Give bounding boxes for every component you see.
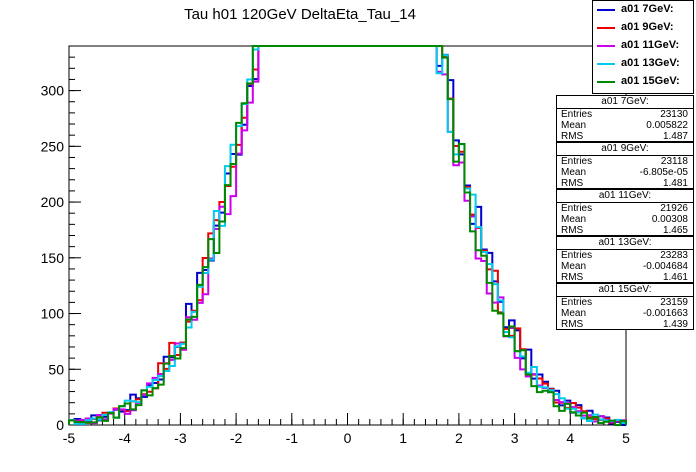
plot-frame (68, 45, 627, 426)
stats-box-title: a01 15GeV: (557, 284, 693, 297)
x-tick-label: 1 (399, 430, 407, 446)
x-tick-label: -2 (230, 430, 243, 446)
stats-box-title: a01 9GeV: (557, 143, 693, 156)
x-tick-label: 5 (622, 430, 630, 446)
stats-box-title: a01 13GeV: (557, 237, 693, 250)
stats-label: Entries (561, 250, 593, 261)
x-tick-label: 4 (566, 430, 574, 446)
histogram-series-line (68, 45, 627, 425)
x-tick-label: 3 (511, 430, 519, 446)
stats-mean: -0.004684 (642, 261, 688, 272)
stats-mean: 0.005822 (646, 120, 688, 131)
stats-rms: 1.481 (662, 178, 688, 189)
legend-entry: a01 13GeV: (593, 55, 693, 73)
stats-label: RMS (561, 272, 584, 283)
legend-label: a01 11GeV: (621, 39, 680, 51)
legend-swatch (597, 27, 615, 29)
legend-swatch (597, 45, 615, 47)
histogram-series-line (68, 45, 627, 425)
stats-label: Mean (561, 120, 587, 131)
histogram-series-line (68, 45, 627, 425)
x-tick-label: -5 (63, 430, 76, 446)
stats-label: RMS (561, 319, 584, 330)
stats-box: a01 7GeV: Entries 23130 Mean 0.005822 RMS 1… (556, 95, 694, 142)
stats-mean: -0.001663 (642, 308, 688, 319)
stats-rms: 1.465 (662, 225, 688, 236)
stats-label: RMS (561, 131, 584, 142)
stats-label: Entries (561, 297, 593, 308)
x-tick-label: 2 (455, 430, 463, 446)
histogram-series-line (68, 45, 626, 426)
stats-box: a01 15GeV: Entries 23159 Mean -0.001663 RM… (556, 283, 694, 330)
legend-label: a01 15GeV: (621, 75, 680, 87)
stats-box: a01 13GeV: Entries 23283 Mean -0.004684 RM… (556, 236, 694, 283)
stats-box: a01 9GeV: Entries 23118 Mean -6.805e-05 RM… (556, 142, 694, 189)
stats-rms: 1.487 (662, 131, 688, 142)
stats-label: Mean (561, 167, 587, 178)
stats-entries: 23118 (660, 156, 688, 167)
x-tick-label: -3 (174, 430, 187, 446)
chart-title: Tau h01 120GeV DeltaEta_Tau_14 (184, 6, 416, 23)
stats-entries: 23130 (660, 109, 688, 120)
legend-swatch (597, 9, 615, 11)
y-tick-label: 300 (41, 83, 65, 99)
stats-rms: 1.439 (662, 319, 688, 330)
stats-label: Mean (561, 308, 587, 319)
stats-box-title: a01 11GeV: (557, 190, 693, 203)
stats-entries: 23159 (660, 297, 688, 308)
y-tick-label: 250 (41, 138, 65, 154)
legend-entry: a01 11GeV: (593, 37, 693, 55)
stats-mean: -6.805e-05 (639, 167, 688, 178)
stats-label: RMS (561, 178, 584, 189)
stats-entries: 21926 (660, 203, 688, 214)
stats-label: Entries (561, 156, 593, 167)
stats-label: RMS (561, 225, 584, 236)
stats-rms: 1.461 (662, 272, 688, 283)
legend-label: a01 9GeV: (621, 21, 674, 33)
histogram-series-line (68, 45, 627, 426)
y-tick-label: 0 (56, 417, 64, 433)
legend-label: a01 13GeV: (621, 57, 680, 69)
legend-entry: a01 15GeV: (593, 73, 693, 91)
stats-entries: 23283 (660, 250, 688, 261)
legend-entry: a01 9GeV: (593, 19, 693, 37)
x-tick-label: 0 (344, 430, 352, 446)
y-tick-label: 200 (41, 194, 65, 210)
legend-swatch (597, 63, 615, 65)
x-tick-label: -1 (286, 430, 299, 446)
y-tick-label: 100 (41, 306, 65, 322)
x-tick-label: -4 (118, 430, 131, 446)
legend-label: a01 7GeV: (621, 3, 674, 15)
y-tick-label: 50 (48, 361, 64, 377)
legend-swatch (597, 81, 615, 83)
legend-entry: a01 7GeV: (593, 1, 693, 19)
stats-label: Mean (561, 214, 587, 225)
stats-label: Mean (561, 261, 587, 272)
stats-label: Entries (561, 109, 593, 120)
stats-box: a01 11GeV: Entries 21926 Mean 0.00308 RMS 1… (556, 189, 694, 236)
stats-box-title: a01 7GeV: (557, 96, 693, 109)
stats-label: Entries (561, 203, 593, 214)
y-tick-label: 150 (41, 250, 65, 266)
stats-mean: 0.00308 (651, 214, 688, 225)
legend: a01 7GeV: a01 9GeV: a01 11GeV: a01 13GeV… (592, 0, 694, 94)
